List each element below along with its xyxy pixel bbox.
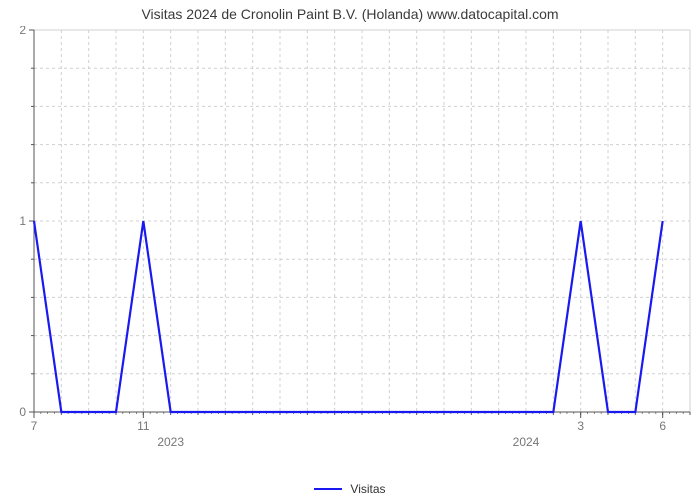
svg-text:2024: 2024 — [513, 435, 540, 449]
svg-text:2023: 2023 — [157, 435, 184, 449]
legend-swatch — [314, 488, 342, 490]
svg-text:0: 0 — [19, 405, 26, 419]
chart-title: Visitas 2024 de Cronolin Paint B.V. (Hol… — [0, 6, 700, 22]
svg-text:6: 6 — [659, 419, 666, 433]
svg-text:7: 7 — [31, 419, 38, 433]
svg-text:2: 2 — [19, 26, 26, 37]
chart-area: 0 1 2 7 11 3 6 2023 2024 — [0, 26, 700, 464]
chart-svg: 0 1 2 7 11 3 6 2023 2024 — [0, 26, 700, 464]
svg-text:3: 3 — [577, 419, 584, 433]
svg-text:11: 11 — [137, 419, 150, 433]
legend: Visitas — [0, 482, 700, 496]
svg-text:1: 1 — [19, 214, 26, 228]
legend-label: Visitas — [350, 482, 385, 496]
